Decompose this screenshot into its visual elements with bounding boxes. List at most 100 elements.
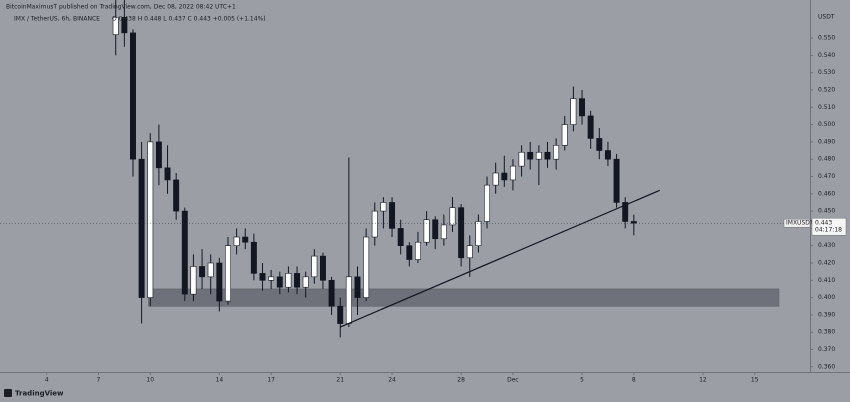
candle-body [319,255,326,281]
y-tick-label: 0.390 [818,311,835,318]
candle-body [147,141,154,298]
y-tick-label: 0.500 [818,121,835,128]
x-tick-label: 7 [97,377,101,384]
candle-body [250,241,257,274]
candle-body [371,210,378,238]
x-tick-label: Dec [507,377,519,384]
x-tick-label: 5 [580,377,584,384]
candle-body [440,224,447,240]
x-tick-label: 14 [216,377,224,384]
candle-body [294,273,301,288]
symbol-tag-box [783,218,811,228]
x-tick-label: 15 [751,377,759,384]
candle-body [164,167,171,181]
candle-body [181,210,188,295]
candle-body [501,172,508,181]
candle-body [328,279,335,307]
candle-body [492,172,499,186]
y-tick-label: 0.420 [818,259,835,266]
y-tick-label: 0.430 [818,242,835,249]
candle-body [458,207,465,259]
plot-area [0,0,810,338]
candle-body [224,245,231,302]
candle-body [587,115,594,139]
candle-body [216,262,223,302]
candle-body [579,98,586,117]
candle-body [173,179,180,212]
candle-body [199,266,206,278]
y-tick-label: 0.400 [818,294,835,301]
x-tick-label: 8 [632,377,636,384]
symbol-tag: IMXUSDT [786,220,814,227]
y-tick-label: 0.470 [818,173,835,180]
candle-body [544,151,551,160]
last-price: 0.443 [815,220,832,227]
candle-body [604,150,611,160]
candle-body [432,219,439,240]
countdown: 04:17:18 [815,227,842,234]
x-tick-label: 4 [45,377,49,384]
last-price-box [811,217,847,236]
y-tick-label: 0.520 [818,86,835,93]
candle-body [466,245,473,259]
candle-body [130,32,136,160]
candle-body [302,276,309,288]
y-tick-label: 0.370 [818,346,835,353]
candle-body [535,151,542,160]
publish-note: BitcoinMaximusT published on TradingView… [6,4,236,11]
candle-body [406,245,413,260]
x-tick-label: 21 [336,377,344,384]
x-tick-label: 12 [699,377,707,384]
currency-label: USDT [818,14,835,21]
y-tick-label: 0.490 [818,138,835,145]
candle-body [622,202,629,222]
candle-body [509,165,516,181]
candle-body [380,202,387,212]
y-tick-label: 0.380 [818,329,835,336]
candle-body [397,228,404,246]
candle-body [276,276,283,288]
candle-body [121,17,128,34]
candle-body [233,236,240,246]
y-tick-label: 0.450 [818,208,835,215]
logo-text: TradingView [15,390,64,398]
candle-body [207,262,214,278]
ohlc-readout: O 0.438 H 0.448 L 0.437 C 0.443 +0.005 (… [112,16,266,23]
candle-body [570,98,577,125]
candle-body [475,221,482,246]
axes: 0.360 0.370 0.380 0.390 0.400 0.410 0.420 0.430… [45,35,847,384]
y-tick-label: 0.480 [818,156,835,163]
candle-body [268,276,275,281]
candle-body [561,124,568,146]
candle-body [613,158,620,203]
candle-body [259,273,266,281]
candle-body [354,276,361,298]
candle-body [389,202,396,229]
candle-body [414,241,421,260]
candle-body [112,17,119,35]
candle-body [423,219,430,243]
candle-body [190,266,197,295]
symbol-line: IMX / TetherUS, 6h, BINANCE [14,16,100,23]
candle-body [242,236,249,243]
candle-body [518,151,525,167]
y-tick-label: 0.510 [818,104,835,111]
x-tick-label: 24 [388,377,396,384]
candle-body [449,207,456,226]
candle-body [596,138,603,151]
candle-body [155,141,162,169]
y-tick-label: 0.460 [818,190,835,197]
y-tick-label: 0.410 [818,277,835,284]
candle-body [345,276,352,324]
support-zone [148,288,780,307]
candle-body [630,221,637,224]
x-tick-label: 10 [146,377,154,384]
y-tick-label: 0.550 [818,35,835,42]
y-tick-label: 0.360 [818,363,835,370]
candle-body [138,158,145,298]
candle-body [527,151,534,160]
candle-body [553,145,560,160]
x-tick-label: 17 [267,377,275,384]
candle-body [363,236,370,298]
